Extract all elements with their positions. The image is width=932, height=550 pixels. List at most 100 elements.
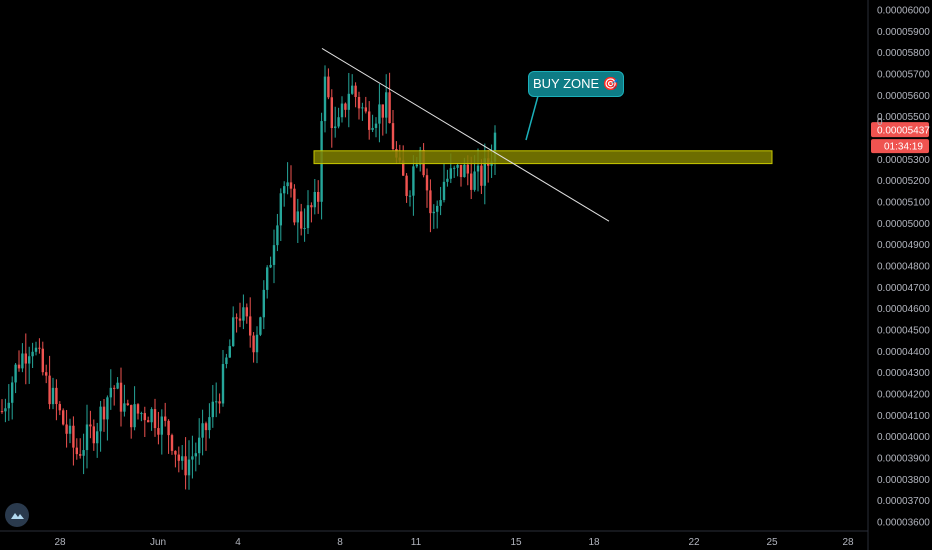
candle-body <box>232 317 235 347</box>
candle-body <box>303 228 306 230</box>
candle-body <box>466 164 469 174</box>
candle-body <box>293 188 296 223</box>
buy-zone-callout[interactable]: BUY ZONE 🎯 <box>528 71 624 97</box>
candle-body <box>276 225 279 246</box>
candle-body <box>286 182 289 187</box>
candle-body <box>476 165 480 172</box>
candle-body <box>323 76 327 122</box>
candle-body <box>480 165 483 186</box>
candle-body <box>99 406 102 432</box>
candle-body <box>357 96 361 109</box>
candle-body <box>167 420 170 436</box>
candle-body <box>255 334 259 353</box>
candle-body <box>238 318 242 321</box>
candle-body <box>89 424 92 427</box>
candle-body <box>361 107 364 109</box>
candle-body <box>164 416 167 421</box>
candle-body <box>143 413 146 421</box>
candle-body <box>113 387 116 389</box>
candle-body <box>191 456 194 460</box>
time-tick-label: 8 <box>337 537 343 548</box>
candle-body <box>79 454 82 456</box>
time-tick-label: 28 <box>842 537 854 548</box>
candle-body <box>0 411 4 413</box>
candle-body <box>24 353 27 364</box>
candle-body <box>374 123 378 128</box>
candle-body <box>459 164 463 178</box>
price-tick-label: 0.00004900 <box>877 240 930 251</box>
current-price-badge[interactable] <box>871 122 929 138</box>
candle-body <box>432 211 435 214</box>
candle-body <box>48 375 51 405</box>
candle-body <box>415 164 418 167</box>
candle-body <box>235 317 238 319</box>
candle-body <box>266 267 269 290</box>
candle-body <box>82 450 85 456</box>
time-tick-label: 22 <box>688 537 700 548</box>
price-tick-label: 0.00006000 <box>877 6 930 17</box>
candle-body <box>347 93 350 110</box>
candle-body <box>330 97 333 129</box>
candle-body <box>102 406 106 420</box>
candle-body <box>334 126 337 129</box>
candle-body <box>109 387 112 398</box>
tradingview-logo[interactable] <box>5 503 29 527</box>
candle-body <box>184 456 187 476</box>
candle-body <box>133 404 136 428</box>
candle-body <box>38 347 41 349</box>
price-tick-label: 0.00005800 <box>877 48 930 59</box>
candle-body <box>242 307 245 321</box>
candle-body <box>68 425 72 434</box>
candle-body <box>174 450 177 455</box>
candle-body <box>391 123 395 150</box>
candle-body <box>123 403 126 412</box>
candle-body <box>364 107 367 112</box>
candle-body <box>194 453 197 457</box>
candle-body <box>208 417 211 431</box>
candle-body <box>126 403 129 406</box>
candle-body <box>405 175 408 196</box>
candle-body <box>11 382 14 403</box>
price-tick-label: 0.00004000 <box>877 432 930 443</box>
hidden-price-label: 0 <box>877 117 883 128</box>
candle-body <box>449 168 452 179</box>
candle-body <box>249 316 252 336</box>
candle-body <box>337 117 340 127</box>
buy-zone-rect[interactable] <box>313 150 773 165</box>
candle-body <box>327 76 330 98</box>
time-axis[interactable]: 28 Jun 4 8 11 15 18 22 25 28 <box>0 530 868 548</box>
candle-body <box>34 347 38 352</box>
candle-body <box>289 182 293 189</box>
candle-body <box>456 164 459 168</box>
candle-body <box>201 423 204 438</box>
candle-body <box>378 104 381 124</box>
countdown-badge <box>871 139 929 154</box>
candle-body <box>306 205 310 229</box>
price-tick-label: 0.00005900 <box>877 27 930 38</box>
price-tick-label: 0.00005700 <box>877 70 930 81</box>
candle-body <box>225 357 228 365</box>
time-tick-label: 15 <box>510 537 522 548</box>
trendline[interactable] <box>321 47 610 222</box>
candle-body <box>340 103 344 118</box>
candle-body <box>300 211 303 229</box>
current-price-label: 0.00005437 <box>877 126 930 137</box>
candle-body <box>215 401 218 403</box>
price-axis[interactable]: 0.00006000 0.00005900 0.00005800 0.00005700… <box>867 0 930 550</box>
time-tick-label: 18 <box>588 537 600 548</box>
candle-body <box>170 435 174 451</box>
candle-body <box>473 171 476 190</box>
time-tick-label: 25 <box>766 537 778 548</box>
price-tick-label: 0.00003900 <box>877 454 930 465</box>
candle-body <box>371 127 374 130</box>
candle-body <box>310 205 313 208</box>
candle-body <box>7 402 10 409</box>
candle-body <box>147 420 150 423</box>
candle-body <box>85 424 89 451</box>
cloud-icon <box>11 513 24 519</box>
candle-body <box>436 205 439 212</box>
candle-body <box>157 428 160 435</box>
candle-body <box>252 335 255 353</box>
candle-body <box>470 173 473 190</box>
